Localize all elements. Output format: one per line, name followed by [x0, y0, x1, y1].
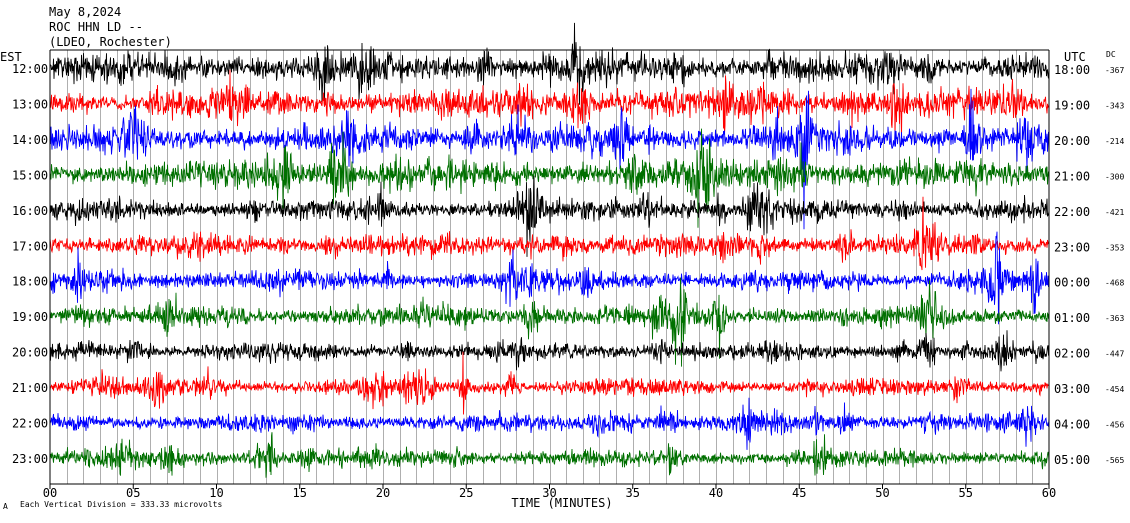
- est-hour-label: 15:00: [12, 168, 48, 182]
- trace-line: [49, 128, 1050, 228]
- utc-hour-label: 18:00: [1054, 63, 1090, 77]
- est-hour-label: 12:00: [12, 62, 48, 76]
- x-tick-label: 20: [376, 486, 390, 500]
- utc-hour-label: 05:00: [1054, 453, 1090, 467]
- dc-header-label: DC: [1106, 50, 1116, 59]
- trace-line: [49, 175, 1050, 257]
- trace-line: [49, 196, 1050, 271]
- row-labels: 12:00 18:00 -367 13:00 19:00 -343 14:00 20:00 -2…: [12, 62, 1124, 467]
- est-hour-label: 17:00: [12, 239, 48, 253]
- est-hour-label: 19:00: [12, 310, 48, 324]
- dc-offset-label: -300: [1105, 172, 1124, 181]
- dc-offset-label: -454: [1105, 385, 1124, 394]
- trace-line: [49, 22, 1050, 105]
- dc-offset-label: -367: [1105, 66, 1124, 75]
- station-label: ROC HHN LD --: [49, 20, 143, 34]
- est-hour-label: 18:00: [12, 275, 48, 289]
- minute-grid: [67, 50, 1033, 484]
- scale-footer: Each Vertical Division = 333.33 microvol…: [20, 500, 222, 509]
- est-hour-label: 20:00: [12, 346, 48, 360]
- trace-line: [49, 351, 1050, 415]
- x-axis-title: TIME (MINUTES): [511, 496, 612, 510]
- trace-line: [49, 231, 1050, 325]
- x-tick-label: 15: [293, 486, 307, 500]
- x-tick-label: 00: [43, 486, 57, 500]
- right-tz-label: UTC: [1064, 50, 1086, 64]
- trace-line: [49, 88, 1050, 230]
- dc-offset-label: -343: [1105, 101, 1124, 110]
- utc-hour-label: 04:00: [1054, 418, 1090, 432]
- est-hour-label: 21:00: [12, 381, 48, 395]
- est-hour-label: 23:00: [12, 452, 48, 466]
- utc-hour-label: 22:00: [1054, 205, 1090, 219]
- dc-offset-label: -456: [1105, 421, 1124, 430]
- est-hour-label: 16:00: [12, 204, 48, 218]
- x-tick-label: 55: [959, 486, 973, 500]
- utc-hour-label: 20:00: [1054, 134, 1090, 148]
- est-hour-label: 22:00: [12, 417, 48, 431]
- x-tick-label: 50: [875, 486, 889, 500]
- dc-offset-label: -565: [1105, 456, 1124, 465]
- dc-offset-label: -421: [1105, 208, 1124, 217]
- dc-offset-label: -447: [1105, 350, 1124, 359]
- utc-hour-label: 23:00: [1054, 240, 1090, 254]
- trace-line: [49, 277, 1050, 367]
- trace-line: [49, 69, 1050, 138]
- dc-offset-label: -353: [1105, 243, 1124, 252]
- x-tick-label: 35: [626, 486, 640, 500]
- trace-line: [49, 432, 1050, 478]
- est-hour-label: 13:00: [12, 97, 48, 111]
- x-tick-label: 45: [792, 486, 806, 500]
- date-label: May 8,2024: [49, 5, 121, 19]
- utc-hour-label: 00:00: [1054, 276, 1090, 290]
- x-axis: 00 05 10 15 20 25 30 35 40 45 50 55 60: [43, 484, 1056, 500]
- trace-line: [49, 397, 1050, 450]
- trace-group: [49, 22, 1050, 478]
- utc-hour-label: 21:00: [1054, 169, 1090, 183]
- x-tick-label: 40: [709, 486, 723, 500]
- utc-hour-label: 02:00: [1054, 347, 1090, 361]
- utc-hour-label: 01:00: [1054, 311, 1090, 325]
- x-tick-label: 10: [209, 486, 223, 500]
- left-tz-label: EST: [0, 50, 22, 64]
- utc-hour-label: 19:00: [1054, 98, 1090, 112]
- location-label: (LDEO, Rochester): [49, 35, 172, 49]
- trace-line: [49, 330, 1050, 372]
- dc-offset-label: -363: [1105, 314, 1124, 323]
- x-tick-label: 05: [126, 486, 140, 500]
- x-tick-label: 30: [542, 486, 556, 500]
- footer-mark: A: [3, 502, 8, 511]
- est-hour-label: 14:00: [12, 133, 48, 147]
- dc-offset-label: -468: [1105, 279, 1124, 288]
- dc-offset-label: -214: [1105, 137, 1124, 146]
- x-tick-label: 25: [459, 486, 473, 500]
- utc-hour-label: 03:00: [1054, 382, 1090, 396]
- x-tick-label: 60: [1042, 486, 1056, 500]
